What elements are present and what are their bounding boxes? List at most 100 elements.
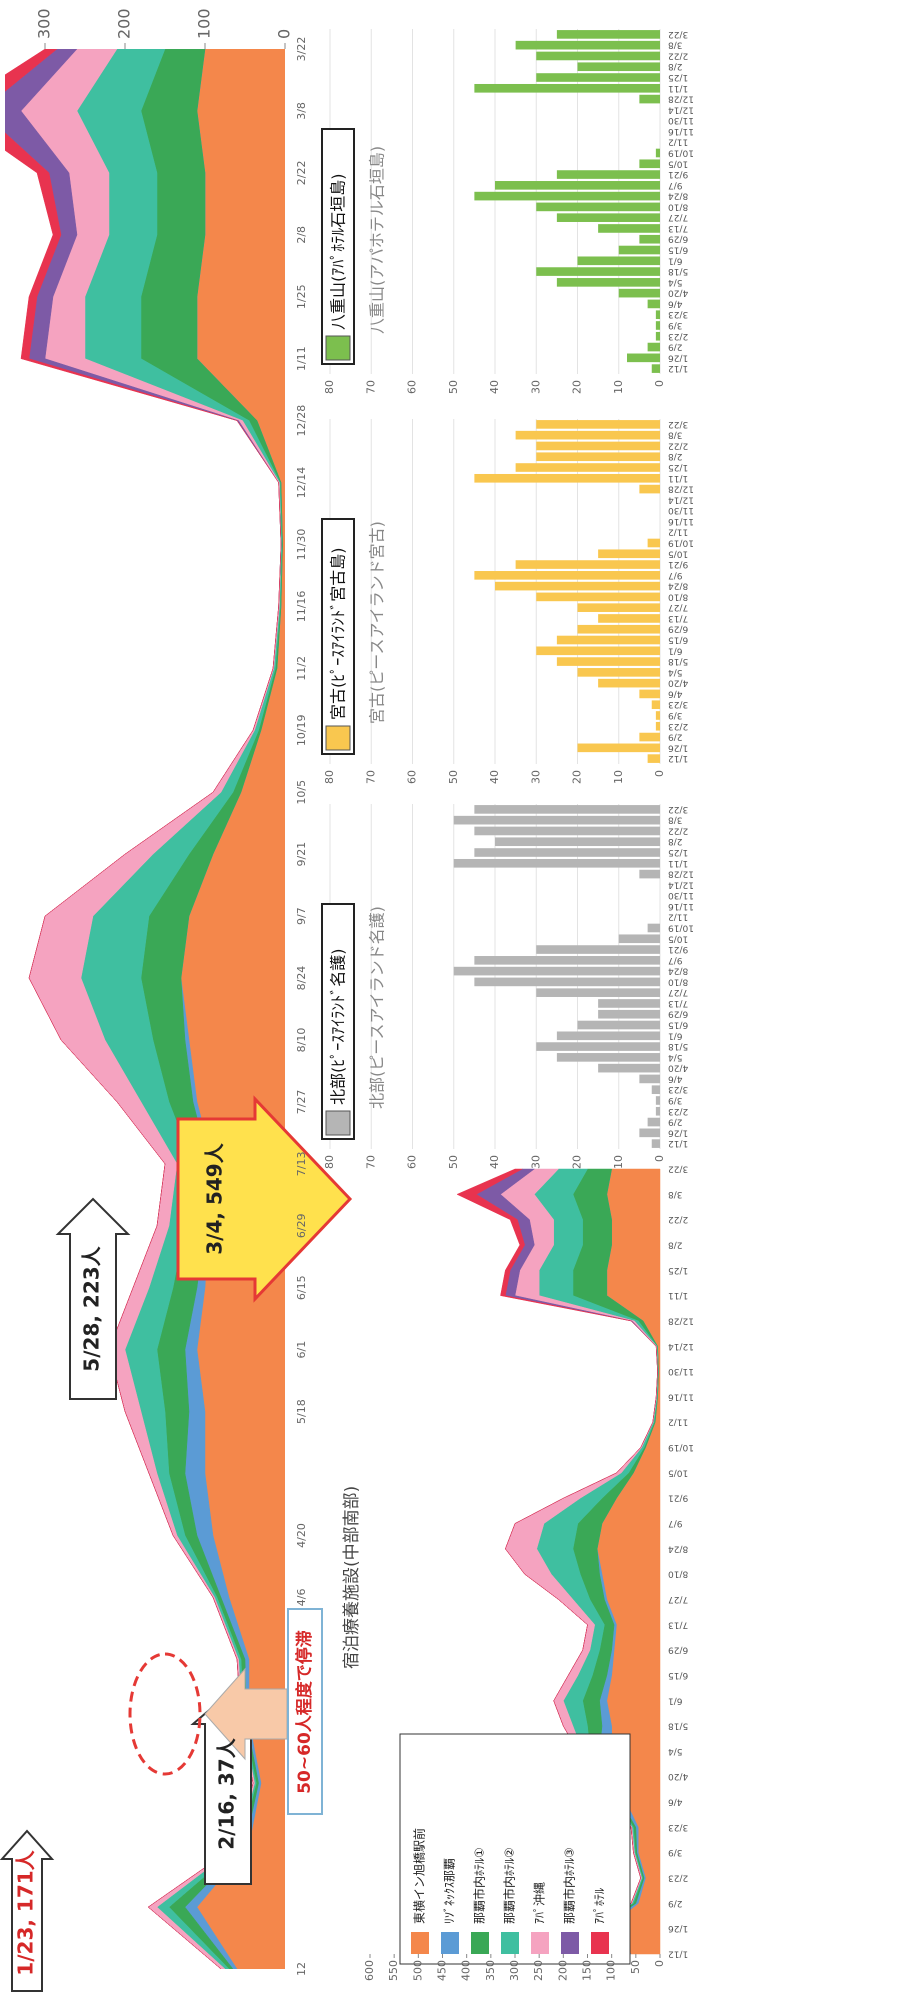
x-tick-label: 1/25 (668, 72, 688, 82)
arrow (204, 1667, 288, 1761)
bar (453, 815, 660, 825)
y-tick-label: 50 (447, 770, 460, 784)
y-tick-label: 0 (653, 1960, 666, 1967)
legend-box (399, 1733, 631, 1965)
y-tick-label: 200 (115, 8, 134, 39)
x-tick-label: 10/19 (295, 714, 308, 746)
bar (515, 463, 660, 472)
x-tick-label: 7/27 (668, 212, 688, 222)
x-tick-label: 8/10 (668, 591, 688, 601)
x-tick-label: 5/18 (668, 1041, 688, 1051)
x-tick-label: 8/24 (295, 966, 308, 991)
legend-label: ﾘｿﾞﾈｯｸｽ那覇 (443, 1858, 457, 1924)
x-tick-label: 6/15 (668, 245, 688, 255)
y-tick-label: 600 (363, 1960, 376, 1981)
y-tick-label: 400 (460, 1960, 473, 1981)
bar (639, 1074, 660, 1084)
main-plot (5, 49, 285, 1969)
x-tick-label: 4/20 (668, 1063, 688, 1073)
x-tick-label: 3/8 (295, 102, 308, 120)
bar (647, 1117, 660, 1127)
y-tick-label: 20 (571, 1155, 584, 1169)
chart-subtitle: 宮古(ピースアイランド宮古) (368, 521, 387, 724)
y-tick-label: 0 (653, 770, 666, 777)
legend-label: 八重山(ｱﾊﾟﾎﾃﾙ石垣島) (329, 174, 348, 331)
bar (474, 571, 660, 580)
annotation: 50~60人程度で停滞 (294, 1630, 315, 1794)
x-tick-label: 3/9 (668, 710, 683, 720)
bar (639, 94, 660, 104)
x-tick-label: 12/14 (668, 1341, 694, 1351)
x-tick-label: 10/5 (668, 1467, 688, 1477)
x-tick-label: 9/7 (668, 955, 682, 965)
bar (474, 191, 660, 201)
bar (474, 977, 660, 987)
bar (474, 805, 660, 814)
bar (647, 342, 660, 352)
x-tick-label: 11/30 (668, 505, 694, 515)
y-tick-label: 40 (488, 770, 501, 784)
x-tick-label: 12/14 (295, 467, 308, 499)
bar (647, 923, 660, 933)
x-tick-label: 1/26 (668, 1923, 688, 1933)
x-tick-label: 11/2 (295, 656, 308, 681)
x-tick-label: 11/16 (668, 126, 694, 136)
bar (453, 966, 660, 976)
x-tick-label: 12/14 (668, 104, 694, 114)
x-tick-label: 4/20 (668, 1771, 688, 1781)
bar (515, 430, 660, 440)
y-tick-label: 30 (529, 1155, 542, 1169)
y-tick-label: 20 (571, 770, 584, 784)
x-tick-label: 2/22 (668, 50, 688, 60)
x-tick-label: 10/19 (668, 147, 694, 157)
x-tick-label: 7/27 (668, 1594, 688, 1604)
bar (556, 635, 660, 645)
y-tick-label: 40 (488, 380, 501, 394)
x-tick-label: 2/8 (668, 836, 683, 846)
y-tick-label: 350 (484, 1960, 497, 1981)
x-tick-label: 10/5 (668, 933, 688, 943)
bar (536, 452, 660, 462)
legend-label: 宮古(ﾋﾟｰｽｱｲﾗﾝﾄﾞ宮古島) (329, 548, 348, 721)
x-tick-label: 11/16 (668, 1391, 694, 1401)
x-tick-label: 8/24 (668, 1543, 688, 1553)
y-tick-label: 50 (447, 380, 460, 394)
bar (515, 40, 660, 50)
bar (639, 159, 660, 169)
x-tick-label: 4/6 (668, 688, 683, 698)
bar (655, 321, 660, 330)
x-tick-label: 5/18 (668, 1721, 688, 1731)
y-tick-label: 100 (605, 1960, 618, 1981)
x-tick-label: 8/24 (668, 191, 688, 201)
x-tick-label: 11/30 (295, 529, 308, 561)
x-tick-label: 12/14 (668, 879, 694, 889)
x-tick-label: 5/4 (668, 667, 683, 677)
bar (536, 646, 660, 656)
bar (651, 364, 660, 373)
bar (618, 245, 660, 255)
legend-swatch (411, 1932, 429, 1954)
x-tick-label: 6/1 (668, 255, 682, 265)
x-tick-label: 8/10 (668, 201, 688, 211)
x-tick-label: 3/8 (668, 1189, 683, 1199)
x-tick-label: 11/16 (668, 516, 694, 526)
y-tick-label: 30 (529, 380, 542, 394)
x-tick-label: 11/16 (668, 901, 694, 911)
legend-label: ｱﾊﾟﾎﾃﾙ (593, 1888, 607, 1924)
legend-swatch (591, 1932, 609, 1954)
bar (536, 592, 660, 602)
bar (651, 1139, 660, 1148)
x-tick-label: 4/20 (668, 678, 688, 688)
x-tick-label: 2/23 (668, 721, 688, 731)
bar (536, 1042, 660, 1051)
x-tick-label: 5/18 (668, 266, 688, 276)
chart-subtitle: 八重山(アパホテル石垣島) (368, 146, 387, 334)
x-tick-label: 11/16 (295, 591, 308, 623)
bar (655, 1096, 660, 1105)
x-tick-label: 11/30 (668, 1366, 694, 1376)
x-tick-label: 7/13 (668, 998, 688, 1008)
annotation: 1/23, 171人 (14, 1849, 38, 1975)
bar (556, 213, 660, 222)
x-tick-label: 4/20 (295, 1523, 308, 1548)
